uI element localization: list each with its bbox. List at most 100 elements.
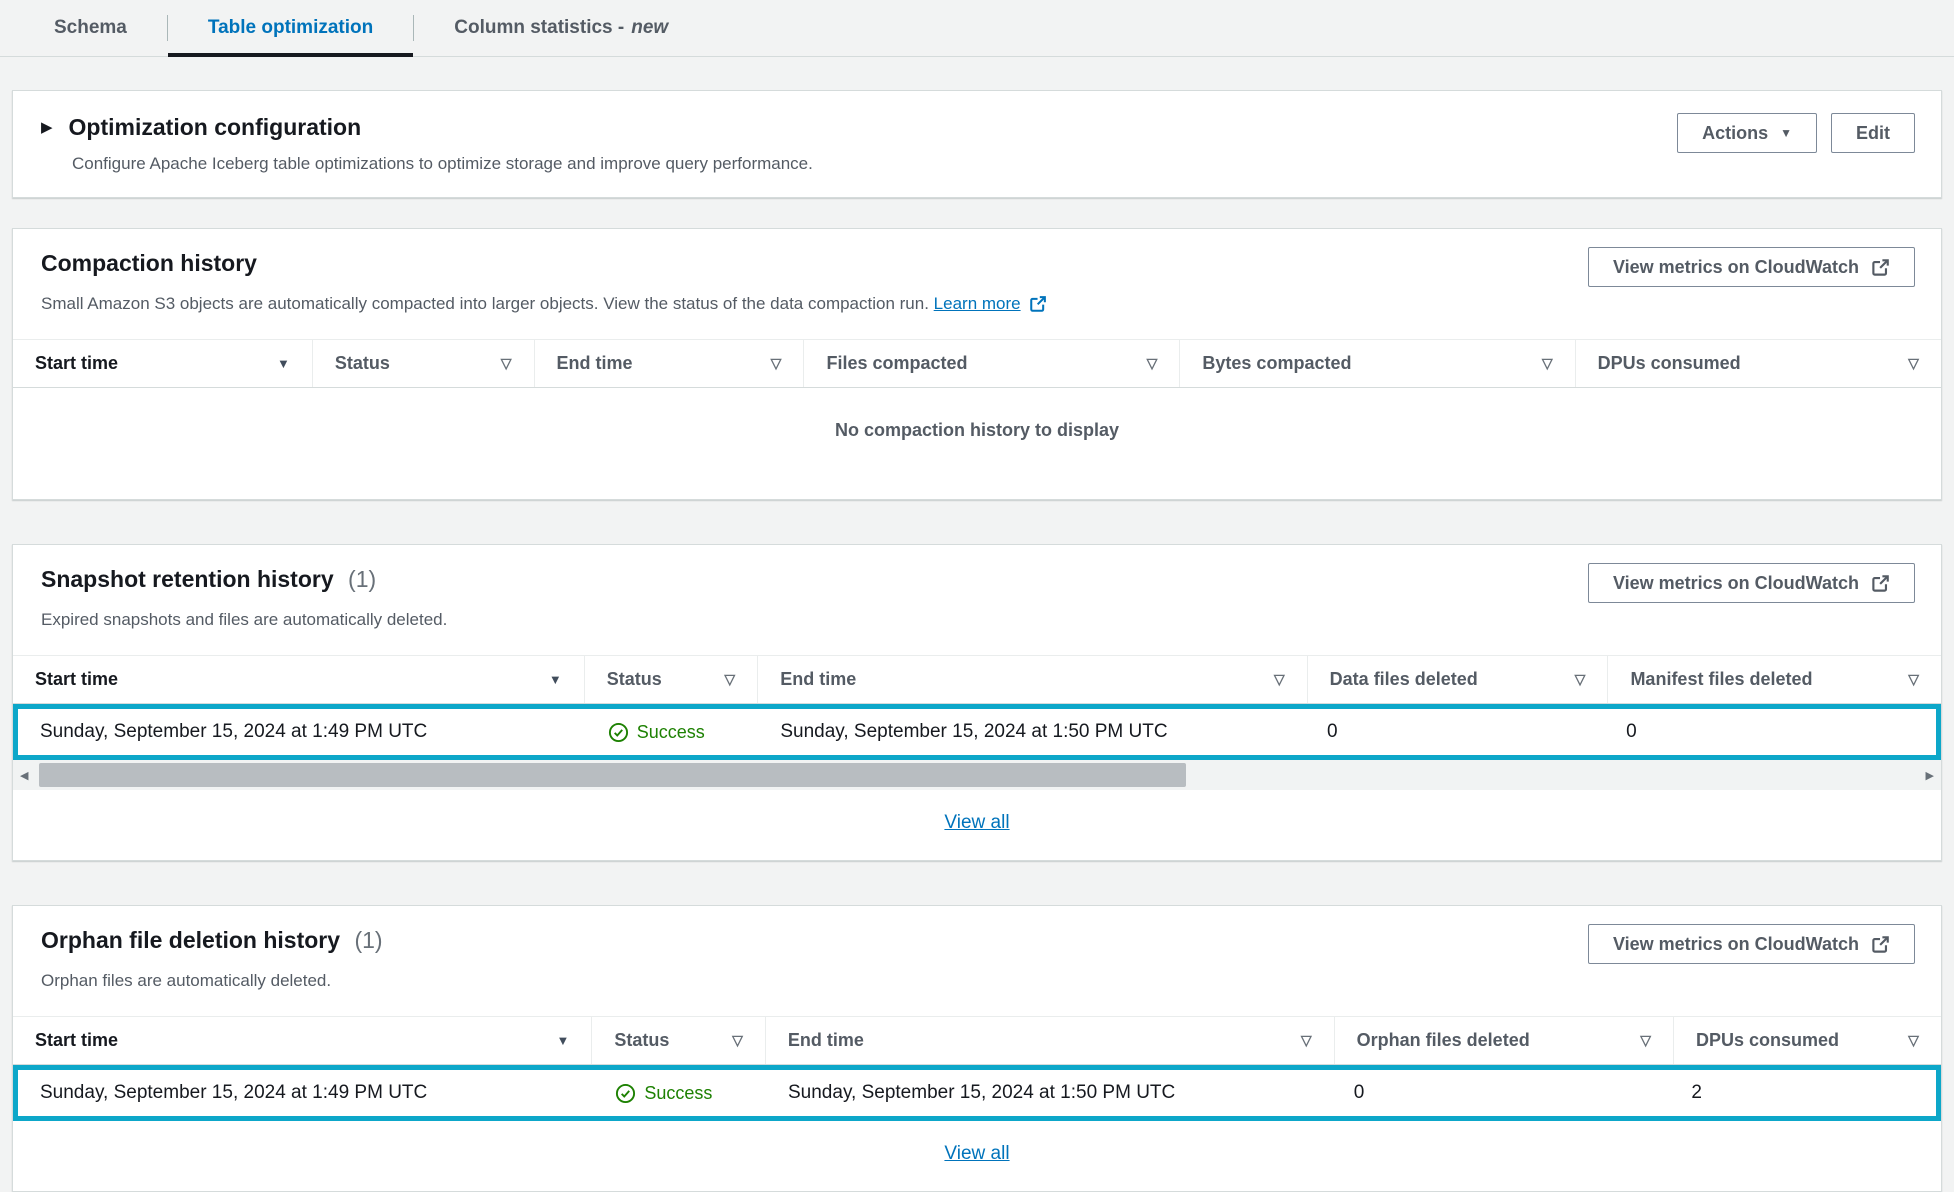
column-header-files-compacted[interactable]: Files compacted ▽ [803, 340, 1179, 387]
tab-divider [413, 15, 415, 41]
column-header-bytes-compacted[interactable]: Bytes compacted ▽ [1179, 340, 1574, 387]
item-count: (1) [354, 927, 383, 953]
item-count: (1) [348, 566, 377, 592]
section-description: Configure Apache Iceberg table optimizat… [72, 154, 813, 173]
section-description: Orphan files are automatically deleted. [41, 971, 332, 990]
sort-descending-icon: ▼ [276, 356, 290, 371]
compaction-history-header: Compaction history View metrics on Cloud… [13, 229, 1941, 287]
cell-orphan-files-deleted: 0 [1353, 1082, 1365, 1103]
filter-icon: ▽ [1574, 671, 1586, 687]
tab-table-optimization-label: Table optimization [207, 17, 374, 38]
optimization-configuration-left: ▶ Optimization configuration Configure A… [41, 111, 813, 175]
column-label: Status [614, 1030, 670, 1050]
column-label: Status [606, 669, 662, 689]
column-header-start-time[interactable]: Start time ▼ [13, 340, 312, 387]
tab-column-statistics[interactable]: Column statistics - new [414, 0, 708, 56]
section-title-text: Snapshot retention history [41, 566, 334, 592]
cell-end-time: Sunday, September 15, 2024 at 1:50 PM UT… [780, 721, 1168, 742]
view-all-container: View all [13, 790, 1941, 860]
column-label: Data files deleted [1329, 669, 1478, 689]
cell-status: Success [586, 710, 759, 755]
cell-start-time: Sunday, September 15, 2024 at 1:49 PM UT… [40, 721, 428, 742]
horizontal-scrollbar[interactable]: ◀ ▶ [13, 760, 1941, 790]
column-label: Files compacted [826, 353, 968, 373]
compaction-description-text: Small Amazon S3 objects are automaticall… [41, 294, 929, 313]
view-all-link[interactable]: View all [944, 812, 1010, 833]
column-header-dpus-consumed[interactable]: DPUs consumed ▽ [1574, 340, 1941, 387]
optimization-configuration-section: ▶ Optimization configuration Configure A… [12, 90, 1942, 198]
column-header-status[interactable]: Status ▽ [583, 656, 758, 703]
filter-icon: ▽ [732, 1032, 743, 1048]
scroll-right-icon[interactable]: ▶ [1925, 769, 1934, 782]
orphan-deletion-header: Orphan file deletion history (1) View me… [13, 906, 1941, 964]
chevron-down-icon: ▼ [1780, 126, 1792, 140]
view-metrics-cloudwatch-button[interactable]: View metrics on CloudWatch [1587, 563, 1915, 603]
cell-dpus-consumed: 2 [1691, 1082, 1702, 1103]
section-title: Compaction history [41, 250, 257, 276]
tab-bar: Schema Table optimization Column statist… [0, 0, 1954, 57]
filter-icon: ▽ [1273, 671, 1285, 687]
view-metrics-label: View metrics on CloudWatch [1612, 257, 1859, 277]
learn-more-link[interactable]: Learn more [933, 294, 1021, 313]
scrollbar-thumb[interactable] [39, 763, 1187, 787]
section-description: Expired snapshots and files are automati… [41, 610, 448, 629]
column-header-start-time[interactable]: Start time ▼ [13, 656, 584, 703]
view-metrics-label: View metrics on CloudWatch [1612, 573, 1859, 593]
cell-status: Success [593, 1071, 766, 1116]
column-label: End time [780, 669, 857, 689]
column-label: Orphan files deleted [1356, 1030, 1530, 1050]
column-header-end-time[interactable]: End time ▽ [764, 1017, 1334, 1064]
view-all-link[interactable]: View all [944, 1143, 1010, 1164]
filter-icon: ▽ [1908, 1032, 1919, 1048]
column-header-manifest-files-deleted[interactable]: Manifest files deleted ▽ [1607, 656, 1941, 703]
actions-button[interactable]: Actions ▼ [1677, 113, 1817, 153]
column-header-data-files-deleted[interactable]: Data files deleted ▽ [1306, 656, 1608, 703]
column-header-start-time[interactable]: Start time ▼ [13, 1017, 591, 1064]
column-label: Start time [35, 353, 119, 373]
filter-icon: ▽ [1640, 1032, 1651, 1048]
tab-schema[interactable]: Schema [14, 0, 167, 56]
sort-descending-icon: ▼ [556, 1033, 570, 1048]
section-title-text: Orphan file deletion history [41, 927, 341, 953]
empty-state-message: No compaction history to display [834, 420, 1120, 440]
filter-icon: ▽ [1908, 355, 1919, 371]
compaction-history-section: Compaction history View metrics on Cloud… [12, 228, 1942, 500]
external-link-icon [1872, 935, 1889, 953]
tab-schema-label: Schema [54, 17, 127, 38]
filter-icon: ▽ [500, 355, 512, 371]
tab-table-optimization[interactable]: Table optimization [167, 0, 414, 57]
optimization-configuration-expander[interactable]: ▶ Optimization configuration [41, 111, 813, 143]
view-metrics-cloudwatch-button[interactable]: View metrics on CloudWatch [1587, 247, 1915, 287]
cell-data-files-deleted: 0 [1326, 721, 1338, 742]
column-header-status[interactable]: Status ▽ [311, 340, 534, 387]
section-description: Small Amazon S3 objects are automaticall… [13, 293, 1941, 315]
status-text: Success [644, 1082, 713, 1103]
column-header-dpus-consumed[interactable]: DPUs consumed ▽ [1672, 1017, 1941, 1064]
success-check-icon [608, 722, 628, 742]
filter-icon: ▽ [1146, 355, 1158, 371]
cell-manifest-files-deleted: 0 [1626, 721, 1637, 742]
edit-button[interactable]: Edit [1831, 113, 1915, 153]
column-header-status[interactable]: Status ▽ [591, 1017, 765, 1064]
cell-end-time: Sunday, September 15, 2024 at 1:50 PM UT… [788, 1082, 1176, 1103]
sort-descending-icon: ▼ [548, 672, 562, 687]
column-header-orphan-files-deleted[interactable]: Orphan files deleted ▽ [1333, 1017, 1673, 1064]
status-text: Success [636, 721, 705, 742]
tab-column-statistics-label: Column statistics - [454, 17, 625, 38]
expand-caret-icon: ▶ [41, 119, 53, 136]
column-label: Manifest files deleted [1630, 669, 1813, 689]
column-label: Start time [35, 669, 119, 689]
section-title: Snapshot retention history (1) [41, 563, 376, 595]
optimization-configuration-actions: Actions ▼ Edit [1677, 111, 1915, 153]
column-label: Start time [35, 1030, 119, 1050]
column-header-end-time[interactable]: End time ▽ [533, 340, 804, 387]
section-title: Optimization configuration [68, 114, 362, 140]
filter-icon: ▽ [724, 671, 736, 687]
scroll-left-icon[interactable]: ◀ [20, 769, 29, 782]
view-metrics-cloudwatch-button[interactable]: View metrics on CloudWatch [1587, 924, 1915, 964]
cell-start-time: Sunday, September 15, 2024 at 1:49 PM UT… [40, 1082, 428, 1103]
column-label: End time [556, 353, 633, 373]
filter-icon: ▽ [770, 355, 782, 371]
orphan-table-header: Start time ▼ Status ▽ End time ▽ Orphan … [13, 1016, 1941, 1065]
column-header-end-time[interactable]: End time ▽ [757, 656, 1306, 703]
